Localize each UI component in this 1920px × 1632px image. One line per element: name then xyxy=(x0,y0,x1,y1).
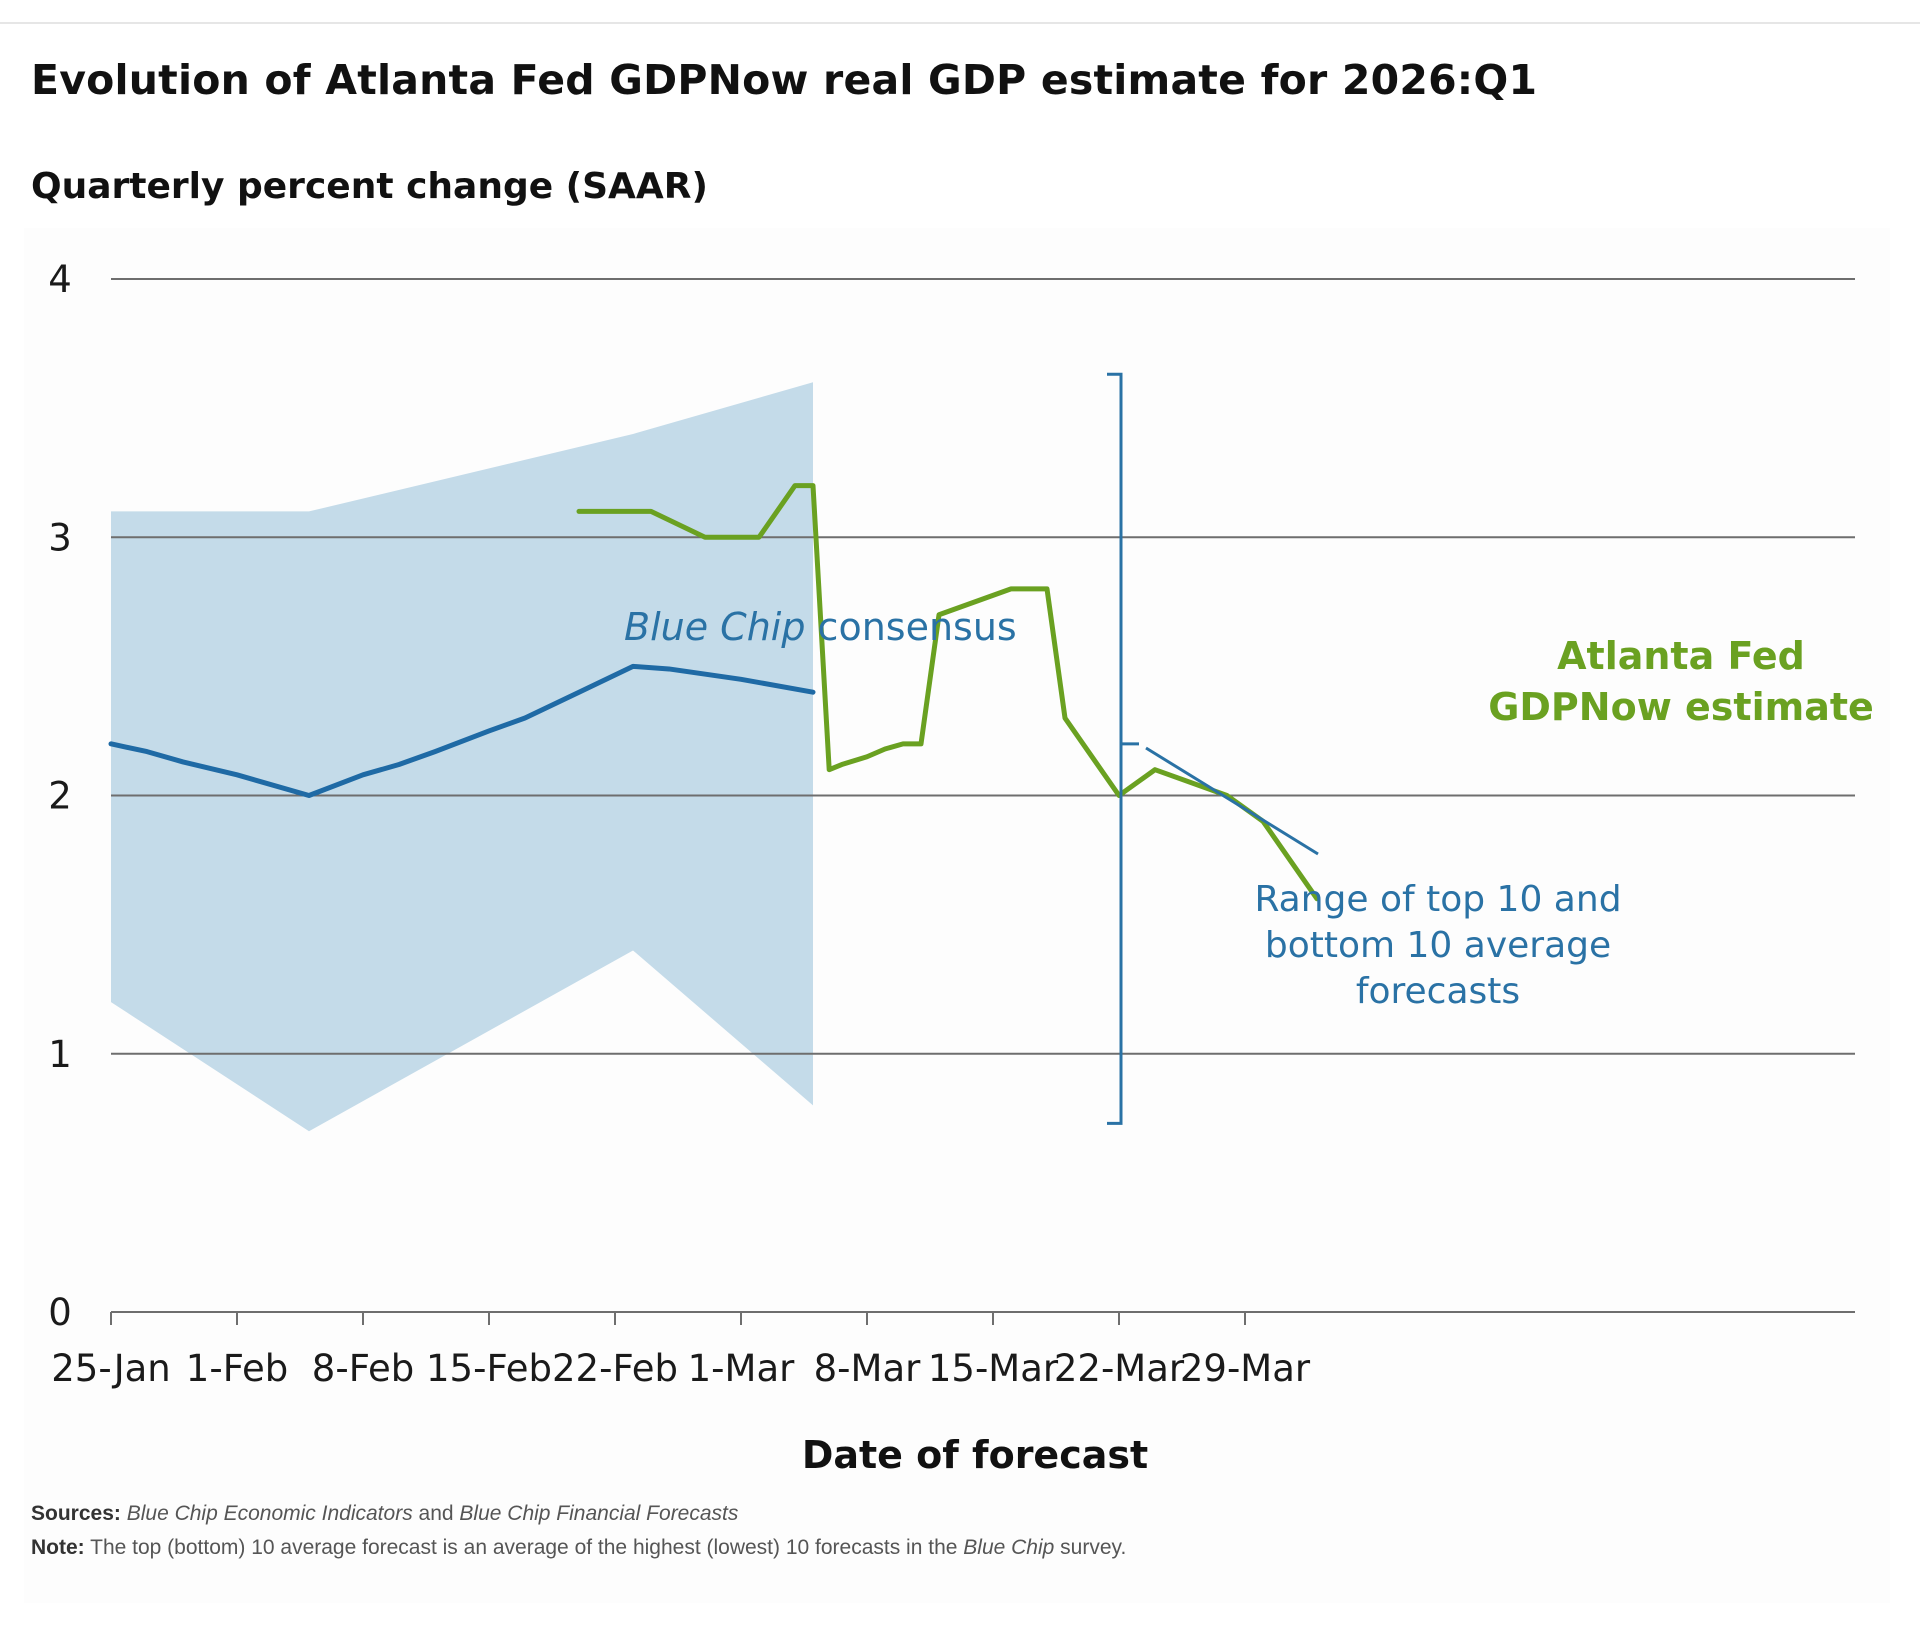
range-bracket xyxy=(1107,372,1123,1125)
x-tick-label: 1-Feb xyxy=(186,1347,288,1390)
chart-title: Evolution of Atlanta Fed GDPNow real GDP… xyxy=(31,56,1538,104)
x-tick-label: 25-Jan xyxy=(51,1347,171,1390)
sources-label: Sources: xyxy=(31,1502,121,1525)
x-tick-label: 1-Mar xyxy=(688,1347,795,1390)
x-tick-label: 8-Feb xyxy=(312,1347,414,1390)
sources-line: Sources: Blue Chip Economic Indicators a… xyxy=(31,1497,1126,1531)
x-tick-label: 8-Mar xyxy=(814,1347,921,1390)
range-label-line-3: forecasts xyxy=(1356,971,1520,1012)
y-tick-label: 3 xyxy=(48,516,72,559)
range-callout-line xyxy=(1145,746,1319,856)
gdpnow-estimate-line xyxy=(576,483,1320,902)
sources-title-2: Blue Chip Financial Forecasts xyxy=(459,1502,739,1525)
top-divider xyxy=(0,22,1920,24)
y-tick-label: 2 xyxy=(48,775,72,818)
x-tick-label: 22-Mar xyxy=(1054,1347,1185,1390)
note-label: Note: xyxy=(31,1536,85,1559)
x-axis-title: Date of forecast xyxy=(802,1433,1148,1477)
x-tick-label: 29-Mar xyxy=(1180,1347,1311,1390)
x-tick-label: 22-Feb xyxy=(552,1347,678,1390)
sources-title-1: Blue Chip Economic Indicators xyxy=(126,1502,413,1525)
consensus-label-italic: Blue Chip xyxy=(624,605,805,649)
forecast-range-band xyxy=(111,382,813,1132)
note-italic: Blue Chip xyxy=(963,1536,1055,1559)
y-tick-label: 1 xyxy=(48,1033,72,1076)
y-tick-label: 4 xyxy=(48,258,72,301)
consensus-label: Blue Chip consensus xyxy=(624,605,1017,649)
footnotes: Sources: Blue Chip Economic Indicators a… xyxy=(31,1497,1126,1565)
note-text-2: survey. xyxy=(1054,1536,1127,1559)
note-text-1: The top (bottom) 10 average forecast is … xyxy=(84,1536,964,1559)
range-label-line-1: Range of top 10 and xyxy=(1254,879,1621,920)
consensus-label-rest: consensus xyxy=(805,605,1016,649)
sources-joiner: and xyxy=(412,1502,460,1525)
y-tick-label: 0 xyxy=(48,1291,72,1334)
range-label-line-2: bottom 10 average xyxy=(1265,925,1611,966)
note-line: Note: The top (bottom) 10 average foreca… xyxy=(31,1531,1126,1565)
x-tick-label: 15-Mar xyxy=(928,1347,1059,1390)
blue-chip-consensus-line xyxy=(108,663,816,798)
y-axis-unit-label: Quarterly percent change (SAAR) xyxy=(31,166,708,207)
gdpnow-label-line-2: GDPNow estimate xyxy=(1488,685,1874,729)
gdpnow-label-line-1: Atlanta Fed xyxy=(1557,634,1805,678)
x-tick-label: 15-Feb xyxy=(426,1347,552,1390)
